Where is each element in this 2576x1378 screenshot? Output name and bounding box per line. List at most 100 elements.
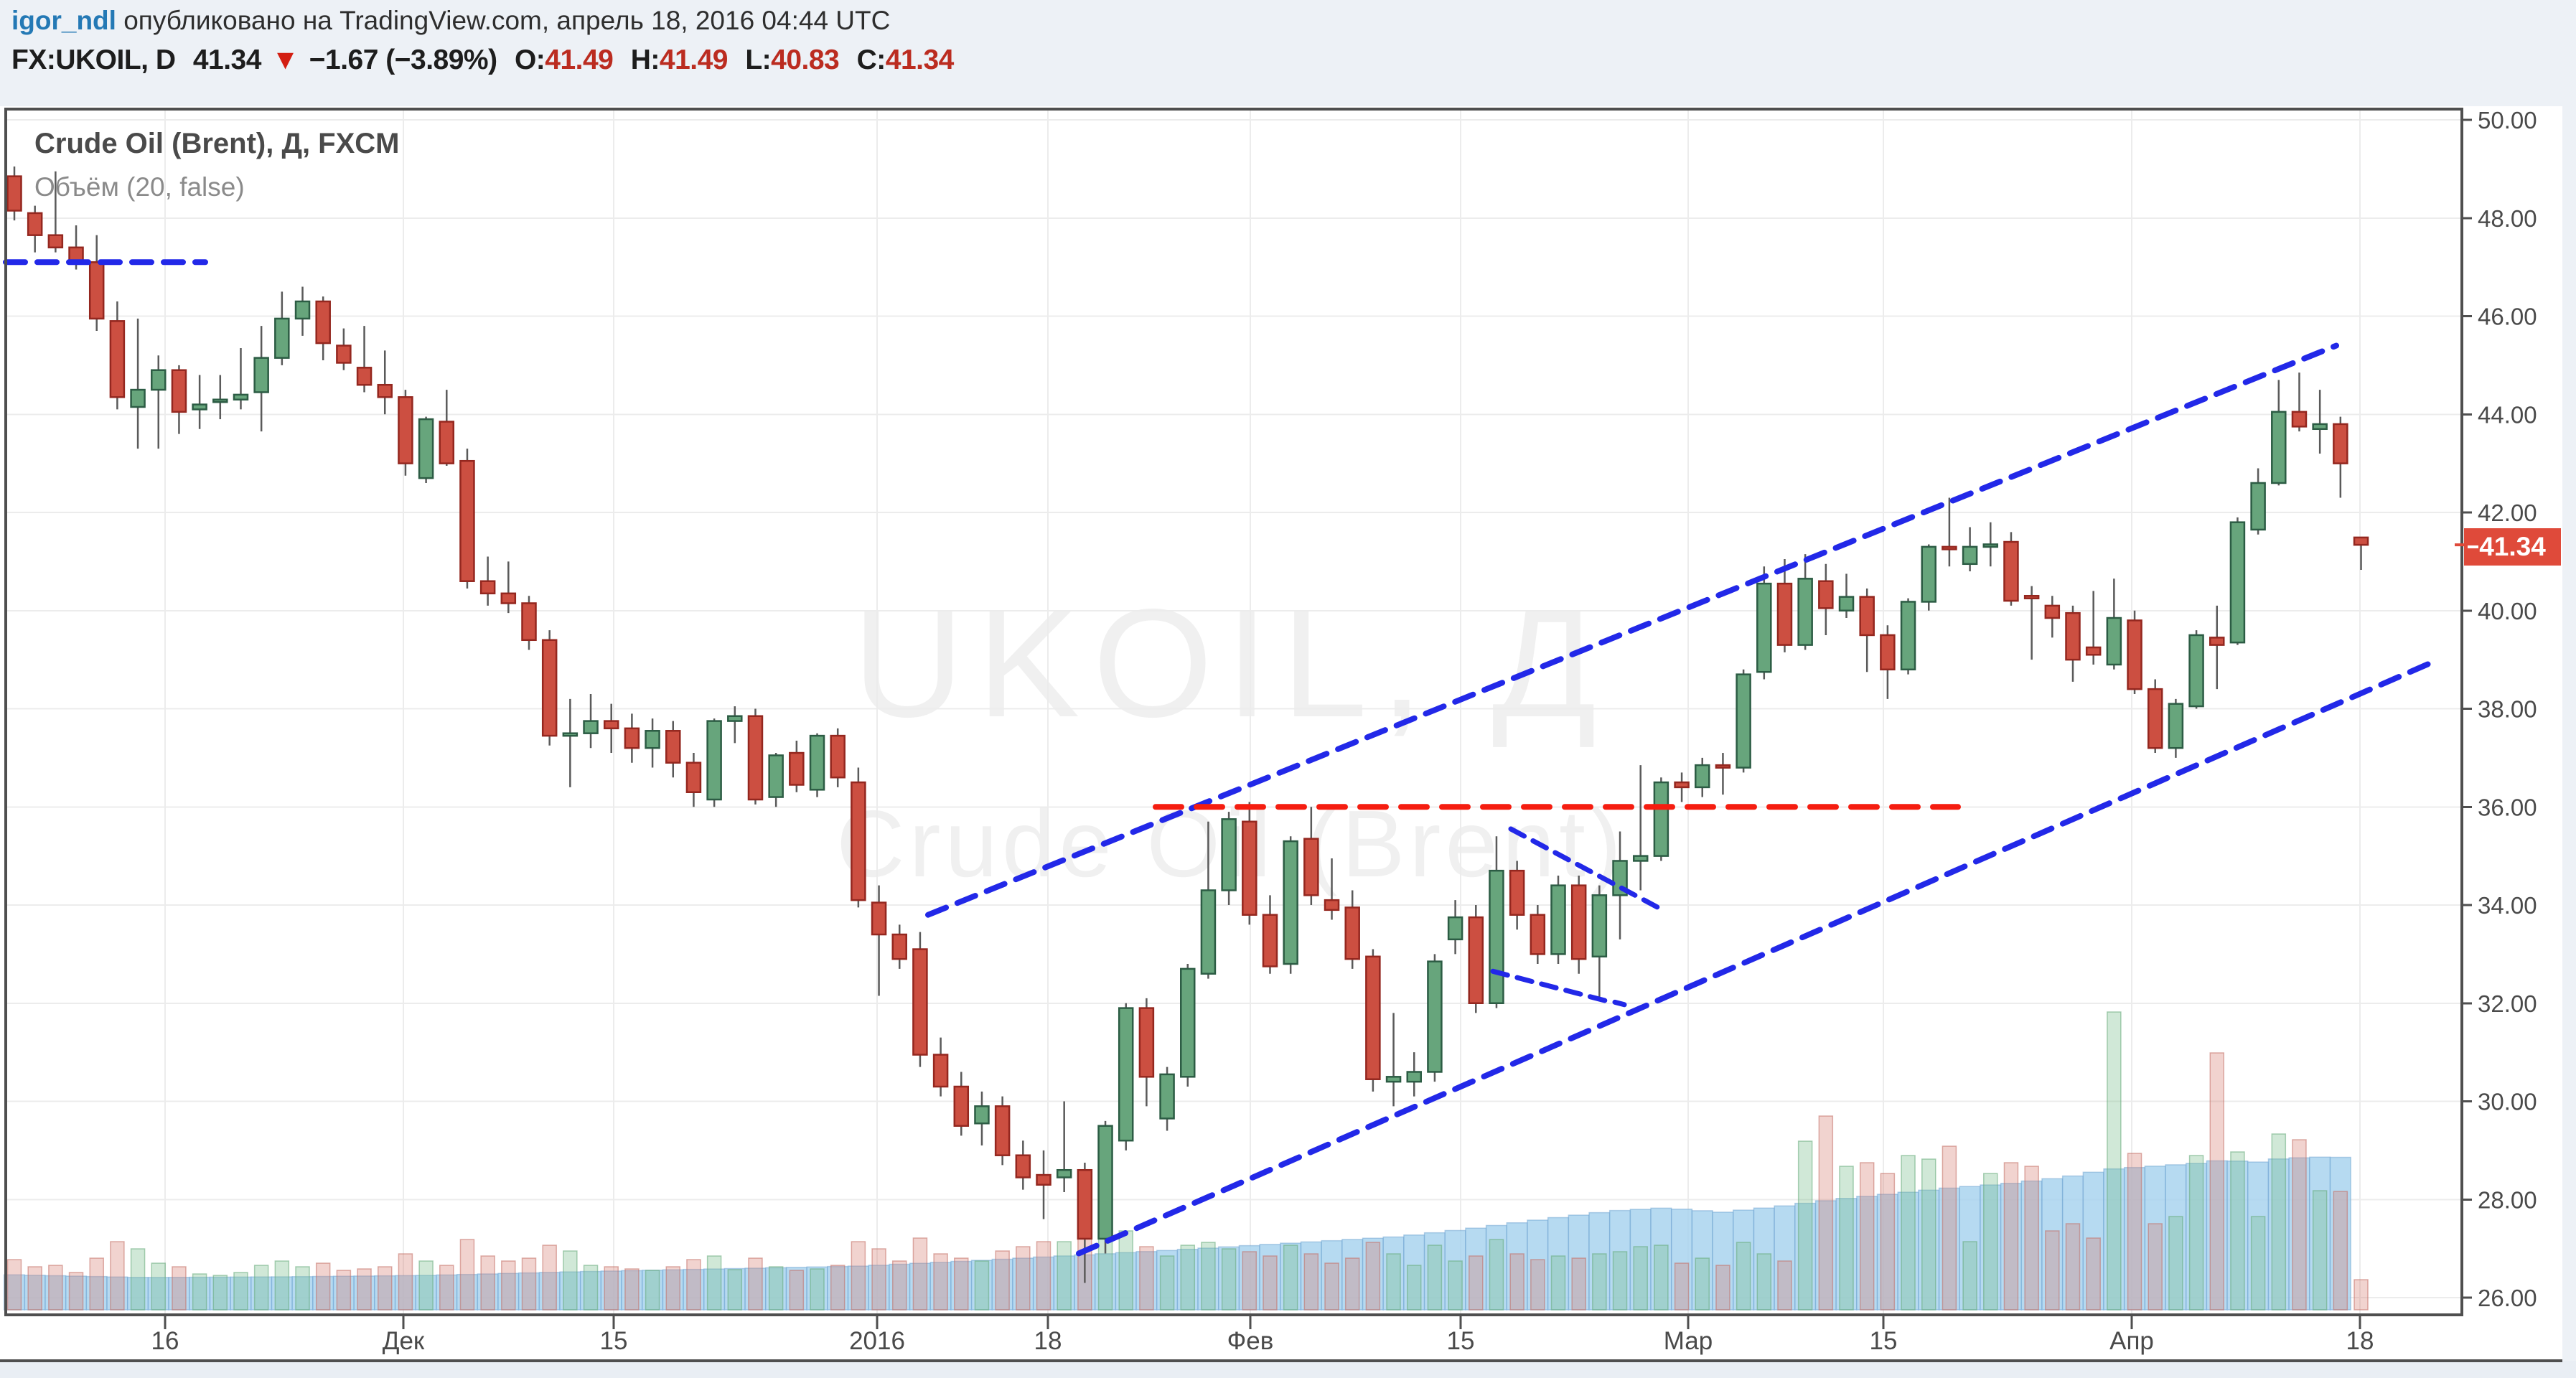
time-tick-label[interactable]: Мар: [1664, 1327, 1713, 1355]
candle-down: [479, 580, 496, 595]
volume-bar: [151, 1262, 167, 1311]
candle-down: [891, 933, 907, 960]
candle-down: [624, 727, 640, 749]
volume-bar: [89, 1257, 104, 1311]
volume-bar: [48, 1265, 63, 1311]
volume-bar: [1118, 1230, 1133, 1311]
candle-down: [2291, 411, 2308, 428]
volume-bar: [871, 1248, 886, 1311]
time-tick-label[interactable]: 15: [600, 1327, 628, 1355]
candle-up: [274, 317, 290, 359]
candle-up: [2312, 423, 2328, 431]
volume-bar: [1962, 1241, 1977, 1311]
time-tick-label[interactable]: 15: [1870, 1327, 1898, 1355]
publish-info-line: igor_ndl опубликовано на TradingView.com…: [11, 6, 890, 36]
candle-down: [2127, 619, 2142, 690]
last-price: 41.34: [192, 44, 262, 75]
price-tick-label[interactable]: 50.00: [2478, 107, 2537, 133]
time-tick-label[interactable]: 2016: [849, 1327, 905, 1355]
candle-up: [583, 720, 599, 734]
price-tick-label[interactable]: 44.00: [2478, 401, 2537, 428]
channel-upper-line[interactable]: [925, 342, 2339, 918]
candle-down: [1509, 869, 1525, 916]
volume-bar: [706, 1255, 722, 1311]
volume-bar: [1612, 1251, 1628, 1311]
volume-bar: [1859, 1162, 1875, 1311]
time-tick-label[interactable]: 15: [1447, 1327, 1475, 1355]
price-tick-label[interactable]: 36.00: [2478, 794, 2537, 820]
volume-bar: [2333, 1191, 2348, 1311]
channel-lower-line[interactable]: [1076, 657, 2441, 1257]
price-tick-label[interactable]: 28.00: [2478, 1186, 2537, 1213]
time-tick-label[interactable]: Фев: [1227, 1327, 1274, 1355]
time-tick-label[interactable]: 18: [1034, 1327, 1062, 1355]
volume-bar: [1777, 1260, 1792, 1311]
volume-bar: [1180, 1245, 1196, 1311]
candle-down: [1818, 580, 1834, 609]
volume-bar: [583, 1265, 599, 1311]
price-tick-label[interactable]: 32.00: [2478, 990, 2537, 1017]
username-link[interactable]: igor_ndl: [11, 6, 116, 35]
volume-bar: [2209, 1052, 2225, 1311]
time-tick-label[interactable]: Апр: [2109, 1327, 2154, 1355]
volume-bar: [2188, 1155, 2204, 1311]
volume-bar: [933, 1253, 948, 1311]
volume-bar: [768, 1266, 784, 1311]
candle-up: [706, 720, 722, 801]
candle-down: [1303, 838, 1319, 896]
candle-down: [1859, 596, 1875, 637]
candle-up: [418, 418, 434, 479]
volume-bar: [2353, 1279, 2369, 1311]
flag-lower-line[interactable]: [1490, 968, 1608, 1003]
symbol-name[interactable]: FX:UKOIL, D: [11, 44, 176, 75]
candle-up: [2106, 617, 2122, 666]
open-value: 41.49: [545, 44, 614, 75]
volume-bar: [1016, 1246, 1031, 1311]
candle-up: [768, 754, 784, 798]
price-tick-label[interactable]: 40.00: [2478, 598, 2537, 624]
candle-down: [541, 639, 558, 737]
candle-down: [953, 1085, 970, 1127]
volume-bar: [1489, 1239, 1504, 1311]
price-tick-label[interactable]: 46.00: [2478, 304, 2537, 330]
flag-upper-line[interactable]: [1508, 826, 1661, 910]
price-tick-label[interactable]: 34.00: [2478, 892, 2537, 919]
price-tick-label[interactable]: 42.00: [2478, 500, 2537, 526]
chart-card: [0, 106, 2562, 1361]
candle-up: [192, 403, 207, 411]
price-tick-label[interactable]: 48.00: [2478, 205, 2537, 232]
volume-bar: [563, 1250, 578, 1311]
price-tick-label[interactable]: 38.00: [2478, 696, 2537, 723]
volume-bar: [295, 1266, 310, 1311]
time-tick-label[interactable]: 16: [151, 1327, 179, 1355]
candle-up: [974, 1105, 990, 1125]
volume-indicator-label[interactable]: Объём (20, false): [34, 172, 245, 202]
time-tick-label[interactable]: Дек: [383, 1327, 425, 1355]
candle-down: [994, 1105, 1011, 1156]
flag-dot[interactable]: [1612, 999, 1627, 1008]
time-tick-label[interactable]: 18: [2346, 1327, 2374, 1355]
volume-bar: [1448, 1260, 1463, 1311]
volume-bar: [1365, 1242, 1381, 1311]
candle-down: [1077, 1168, 1093, 1240]
candle-up: [1591, 894, 1608, 958]
candle-down: [1262, 914, 1278, 967]
volume-bar: [1221, 1248, 1237, 1311]
volume-bar: [1469, 1255, 1484, 1311]
volume-bar: [1303, 1253, 1319, 1311]
publish-text: опубликовано на TradingView.com, апрель …: [123, 6, 891, 35]
price-tick-label[interactable]: 26.00: [2478, 1285, 2537, 1311]
price-tick-label[interactable]: 30.00: [2478, 1089, 2537, 1115]
candle-down: [1570, 884, 1587, 960]
candle-down: [747, 715, 764, 801]
volume-bar: [336, 1270, 352, 1311]
volume-bar: [27, 1266, 42, 1311]
volume-bar: [172, 1266, 187, 1311]
candle-down: [1530, 914, 1546, 955]
candle-down: [603, 720, 619, 730]
candle-up: [809, 734, 825, 791]
candle-down: [685, 761, 702, 793]
volume-bar: [1592, 1253, 1607, 1311]
candle-up: [253, 357, 269, 393]
